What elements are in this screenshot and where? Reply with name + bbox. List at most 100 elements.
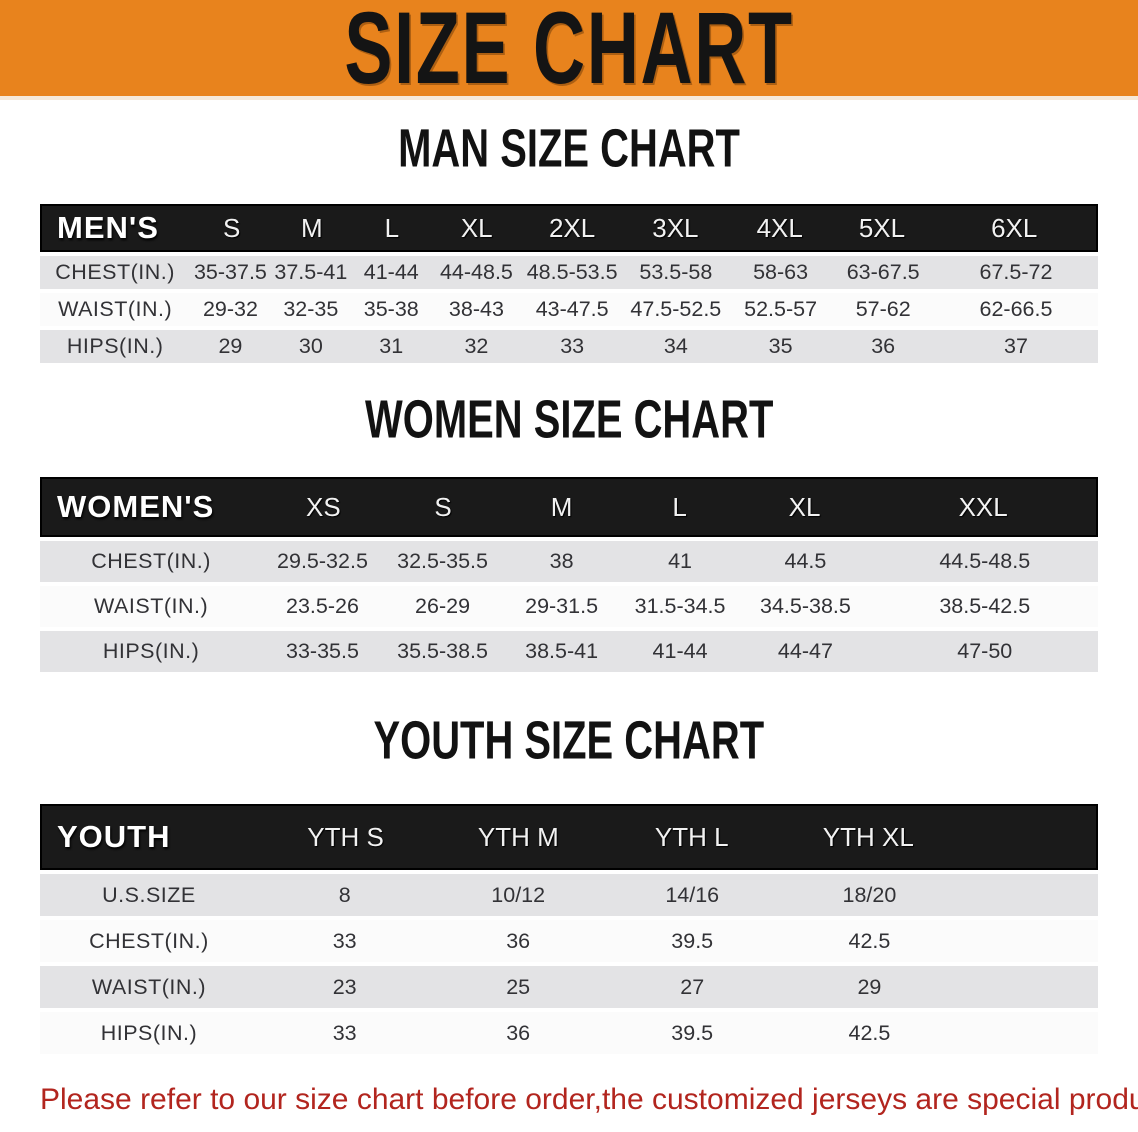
men-column-header-5xl: 5XL	[858, 212, 906, 243]
men-hips-row: HIPS(IN.) 29 30 31 32 33 34 35 36 37	[40, 330, 1098, 363]
table-cell: 62-66.5	[979, 297, 1053, 321]
women-hips-row: HIPS(IN.) 33-35.5 35.5-38.5 38.5-41 41-4…	[40, 631, 1098, 672]
men-chest-row: CHEST(IN.) 35-37.5 37.5-41 41-44 44-48.5…	[40, 256, 1098, 289]
table-cell: 35	[768, 334, 793, 358]
table-cell: 8	[338, 882, 351, 907]
order-warning-line2: we don't accept cancel, change, teturn o…	[40, 1124, 1102, 1132]
table-cell: 67.5-72	[979, 260, 1053, 284]
table-cell: 23	[332, 974, 357, 999]
order-warning-text: Please refer to our size chart before or…	[0, 1076, 1138, 1132]
table-cell: 38.5-42.5	[939, 594, 1031, 618]
order-warning-line1: Please refer to our size chart before or…	[40, 1083, 1138, 1116]
table-cell: 36	[506, 928, 531, 953]
table-cell: 38-43	[448, 297, 504, 321]
youth-chest-row: CHEST(IN.) 33 36 39.5 42.5	[40, 920, 1098, 962]
table-cell: 29-32	[202, 297, 258, 321]
table-cell: 52.5-57	[744, 297, 818, 321]
table-cell: 38	[549, 549, 574, 573]
banner-title: SIZE CHART	[344, 0, 794, 105]
men-column-header-s: S	[223, 212, 241, 243]
table-cell: 35.5-38.5	[397, 639, 488, 663]
table-cell: 27	[680, 974, 705, 999]
table-cell: 44.5-48.5	[939, 549, 1031, 573]
table-cell: 29	[857, 974, 882, 999]
table-cell: 42.5	[848, 1020, 891, 1045]
women-column-header-xs: XS	[306, 491, 341, 522]
table-cell: 53.5-58	[639, 260, 713, 284]
table-cell: 33	[332, 1020, 357, 1045]
row-label: CHEST(IN.)	[91, 549, 211, 573]
women-table-corner-label: WOMEN'S	[57, 489, 215, 524]
youth-column-header-xl: YTH XL	[822, 821, 914, 852]
women-table-header-row: WOMEN'S XS S M L XL XXL	[40, 477, 1098, 537]
table-cell: 36	[871, 334, 896, 358]
table-cell: 26-29	[415, 594, 471, 618]
women-chest-row: CHEST(IN.) 29.5-32.5 32.5-35.5 38 41 44.…	[40, 541, 1098, 582]
men-column-header-l: L	[384, 212, 400, 243]
table-cell: 34.5-38.5	[759, 594, 851, 618]
table-cell: 18/20	[842, 882, 897, 907]
table-cell: 29.5-32.5	[277, 549, 368, 573]
youth-section-title-text: YOUTH SIZE CHART	[373, 708, 765, 770]
row-label: HIPS(IN.)	[102, 639, 200, 663]
table-cell: 44-47	[777, 639, 833, 663]
table-cell: 23.5-26	[286, 594, 359, 618]
youth-section-title: YOUTH SIZE CHART	[0, 709, 1138, 780]
men-size-table: MEN'S S M L XL 2XL 3XL 4XL 5XL 6XL CHEST…	[40, 204, 1098, 363]
table-cell: 34	[663, 334, 688, 358]
men-column-header-2xl: 2XL	[548, 212, 596, 243]
women-section-title-text: WOMEN SIZE CHART	[364, 387, 774, 449]
women-section-title: WOMEN SIZE CHART	[0, 388, 1138, 459]
row-label: WAIST(IN.)	[91, 974, 206, 999]
men-section-title-text: MAN SIZE CHART	[398, 116, 740, 178]
row-label: HIPS(IN.)	[66, 334, 164, 358]
men-column-header-3xl: 3XL	[652, 212, 699, 243]
table-cell: 30	[298, 334, 323, 358]
table-cell: 31.5-34.5	[634, 594, 726, 618]
table-cell: 41-44	[652, 639, 708, 663]
table-cell: 14/16	[665, 882, 720, 907]
row-label: U.S.SIZE	[102, 882, 196, 907]
row-label: WAIST(IN.)	[94, 594, 209, 618]
table-cell: 58-63	[753, 260, 809, 284]
women-size-table: WOMEN'S XS S M L XL XXL CHEST(IN.) 29.5-…	[40, 477, 1098, 672]
table-cell: 37	[1004, 334, 1028, 358]
table-cell: 31	[379, 334, 404, 358]
table-cell: 33	[332, 928, 357, 953]
youth-waist-row: WAIST(IN.) 23 25 27 29	[40, 966, 1098, 1008]
table-cell: 39.5	[671, 1020, 714, 1045]
table-cell: 32.5-35.5	[397, 549, 488, 573]
men-table-header-row: MEN'S S M L XL 2XL 3XL 4XL 5XL 6XL	[40, 204, 1098, 252]
men-column-header-6xl: 6XL	[991, 212, 1038, 243]
table-cell: 63-67.5	[846, 260, 920, 284]
youth-size-table: YOUTH YTH S YTH M YTH L YTH XL U.S.SIZE …	[40, 804, 1098, 1054]
youth-ussize-row: U.S.SIZE 8 10/12 14/16 18/20	[40, 874, 1098, 916]
youth-column-header-m: YTH M	[477, 821, 559, 852]
men-column-header-xl: XL	[460, 212, 493, 243]
women-column-header-xxl: XXL	[958, 491, 1008, 522]
table-cell: 32-35	[283, 297, 339, 321]
men-column-header-m: M	[300, 212, 323, 243]
youth-column-header-l: YTH L	[654, 821, 729, 852]
men-section-title: MAN SIZE CHART	[0, 117, 1138, 188]
women-column-header-xl: XL	[788, 491, 821, 522]
row-label: CHEST(IN.)	[55, 260, 175, 284]
men-table-corner-label: MEN'S	[57, 210, 159, 245]
table-cell: 41	[668, 549, 693, 573]
size-chart-banner: SIZE CHART	[0, 0, 1138, 105]
table-cell: 32	[464, 334, 489, 358]
youth-hips-row: HIPS(IN.) 33 36 39.5 42.5	[40, 1012, 1098, 1054]
table-cell: 33	[560, 334, 585, 358]
men-column-header-4xl: 4XL	[756, 212, 803, 243]
row-label: CHEST(IN.)	[89, 928, 209, 953]
table-cell: 42.5	[848, 928, 891, 953]
row-label: WAIST(IN.)	[58, 297, 173, 321]
table-cell: 29-31.5	[525, 594, 599, 618]
row-label: HIPS(IN.)	[100, 1020, 198, 1045]
table-cell: 35-38	[363, 297, 419, 321]
table-cell: 10/12	[491, 882, 546, 907]
table-cell: 37.5-41	[274, 260, 348, 284]
table-cell: 43-47.5	[535, 297, 609, 321]
table-cell: 47.5-52.5	[630, 297, 722, 321]
men-waist-row: WAIST(IN.) 29-32 32-35 35-38 38-43 43-47…	[40, 293, 1098, 326]
